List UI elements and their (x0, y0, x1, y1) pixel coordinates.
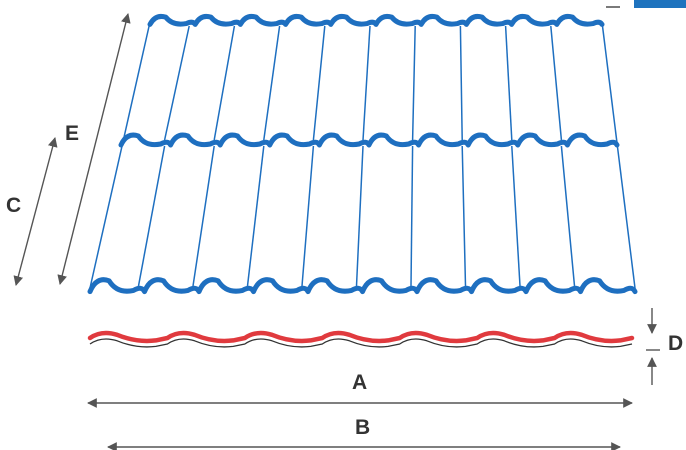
sheet-rib-line (411, 25, 416, 141)
label-b: B (355, 416, 370, 439)
sheet-ribs (137, 25, 576, 287)
sheet-rib-line (504, 25, 513, 141)
sheet-step-wave-1 (147, 13, 605, 27)
sheet-right-edge (601, 21, 636, 289)
sheet-rib-line (137, 145, 166, 287)
sheet-rib-line (550, 25, 563, 141)
sheet-left-edge (89, 21, 151, 289)
profile-top-line (87, 330, 635, 344)
dimension-c-arrow (13, 137, 58, 286)
sheet-step-wave-2 (118, 132, 620, 148)
label-c: C (6, 194, 21, 217)
label-d: D (668, 332, 683, 355)
sheet-steps (87, 13, 638, 295)
label-a: A (352, 371, 367, 394)
sheet-rib-line (312, 25, 326, 141)
profile-underside (89, 338, 633, 348)
sheet-rib-line (192, 145, 215, 287)
corner-mark-icon (606, 0, 620, 8)
label-e: E (65, 122, 79, 145)
sheet-rib-line (246, 145, 265, 287)
dimension-e-arrow (57, 13, 131, 285)
sheet-rib-line (301, 145, 315, 287)
sheet-rib-line (461, 145, 467, 287)
sheet-rib-line (355, 145, 364, 287)
sheet-rib-line (263, 25, 281, 141)
sheet-rib-line (163, 25, 190, 141)
corner-badge (634, 0, 686, 8)
sheet-rib-line (459, 25, 463, 141)
sheet-step-wave-3 (87, 277, 638, 295)
sheet-rib-line (410, 145, 414, 287)
sheet-rib-line (213, 25, 236, 141)
sheet-rib-line (511, 145, 521, 287)
sheet-rib-line (560, 145, 576, 287)
sheet-rib-line (362, 25, 371, 141)
